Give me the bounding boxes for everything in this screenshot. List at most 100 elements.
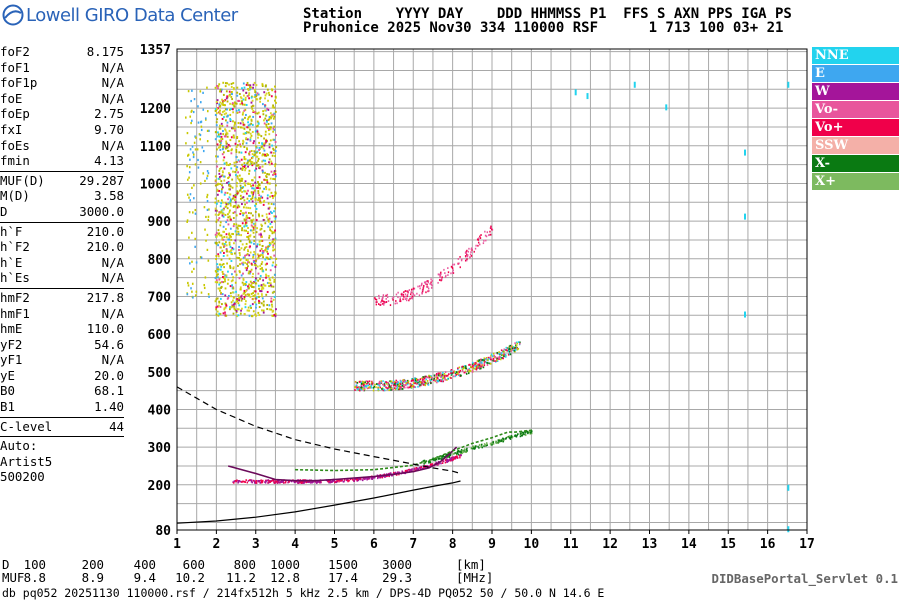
echo-point <box>241 126 244 129</box>
echo-point <box>244 306 247 309</box>
autoscaling-label: 500200 <box>0 469 45 485</box>
echo-point <box>248 169 251 172</box>
series-line-f2-o-trace <box>227 446 458 482</box>
param-name: foEs <box>0 137 30 153</box>
echo-point <box>257 279 260 282</box>
echo-point <box>263 187 266 190</box>
echo-point <box>207 172 210 175</box>
param-name: B1 <box>0 399 15 415</box>
echo-point <box>241 197 244 200</box>
echo-point <box>246 481 249 484</box>
echo-point <box>219 312 222 315</box>
echo-point <box>461 258 463 261</box>
echo-point <box>229 145 231 148</box>
echo-point <box>268 128 270 131</box>
echo-point <box>252 282 255 285</box>
echo-point <box>419 385 421 388</box>
echo-point <box>227 270 229 273</box>
echo-point <box>219 221 222 224</box>
echo-point <box>248 293 250 296</box>
echo-point <box>242 89 245 92</box>
echo-point <box>224 306 227 309</box>
echo-point <box>328 481 330 484</box>
echo-point <box>258 176 261 179</box>
param-value: N/A <box>101 75 124 91</box>
echo-point <box>505 354 507 357</box>
echo-point <box>272 138 275 141</box>
echo-point <box>275 308 277 311</box>
echo-point <box>282 481 285 484</box>
echo-point <box>419 384 421 386</box>
echo-point <box>271 212 273 215</box>
param-value: 210.0 <box>86 223 124 239</box>
echo-point <box>219 289 221 292</box>
echo-point <box>224 128 226 131</box>
echo-point <box>444 377 446 380</box>
echo-point <box>233 124 236 127</box>
echo-point <box>453 453 455 455</box>
echo-point <box>219 251 222 254</box>
legend-item-nne: NNE <box>812 47 899 64</box>
echo-point <box>235 300 238 303</box>
param-separator <box>0 221 124 223</box>
echo-point <box>248 217 251 220</box>
echo-point <box>252 226 255 229</box>
echo-point <box>265 175 267 178</box>
echo-point <box>480 365 482 368</box>
echo-point <box>245 218 248 221</box>
echo-point <box>633 81 636 88</box>
echo-point <box>216 263 219 266</box>
echo-point <box>257 111 260 114</box>
echo-point <box>430 379 432 382</box>
echo-point <box>485 239 487 242</box>
echo-point <box>515 344 518 347</box>
echo-point <box>217 219 220 222</box>
echo-point <box>224 104 226 107</box>
echo-point <box>439 372 442 375</box>
echo-point <box>214 114 217 117</box>
echo-point <box>190 110 193 113</box>
echo-point <box>214 281 217 284</box>
echo-point <box>215 112 218 115</box>
param-name: MUF(D) <box>0 172 45 188</box>
echo-point <box>273 280 276 283</box>
echo-point <box>260 263 263 266</box>
echo-point <box>274 315 277 318</box>
echo-point <box>251 179 253 182</box>
echo-point <box>219 140 221 143</box>
echo-point <box>387 300 390 302</box>
echo-point <box>243 123 246 126</box>
echo-point <box>266 197 269 200</box>
echo-point <box>426 285 428 288</box>
echo-point <box>459 369 461 372</box>
echo-point <box>388 389 390 392</box>
echo-point <box>237 314 240 317</box>
echo-point <box>385 301 388 303</box>
echo-point <box>220 285 223 288</box>
echo-point <box>410 293 412 296</box>
echo-point <box>232 135 235 138</box>
echo-point <box>221 110 224 113</box>
echo-point <box>274 141 277 144</box>
footer-cell: 1500 <box>328 557 358 572</box>
echo-point <box>240 158 243 161</box>
echo-point <box>457 449 460 452</box>
echo-point <box>402 381 404 383</box>
echo-point <box>251 481 254 484</box>
echo-point <box>219 246 222 249</box>
echo-point <box>221 303 223 306</box>
echo-point <box>476 365 478 368</box>
echo-point <box>214 86 217 89</box>
y-tick-label: 800 <box>148 253 172 268</box>
echo-point <box>431 284 433 287</box>
echo-point <box>202 108 205 111</box>
echo-point <box>248 152 250 155</box>
echo-point <box>224 147 227 150</box>
echo-point <box>247 211 250 214</box>
echo-point <box>254 313 257 316</box>
echo-point <box>208 208 210 211</box>
echo-point <box>215 124 218 127</box>
param-value: 2.75 <box>94 106 124 122</box>
echo-point <box>232 299 234 302</box>
echo-point <box>435 374 438 376</box>
